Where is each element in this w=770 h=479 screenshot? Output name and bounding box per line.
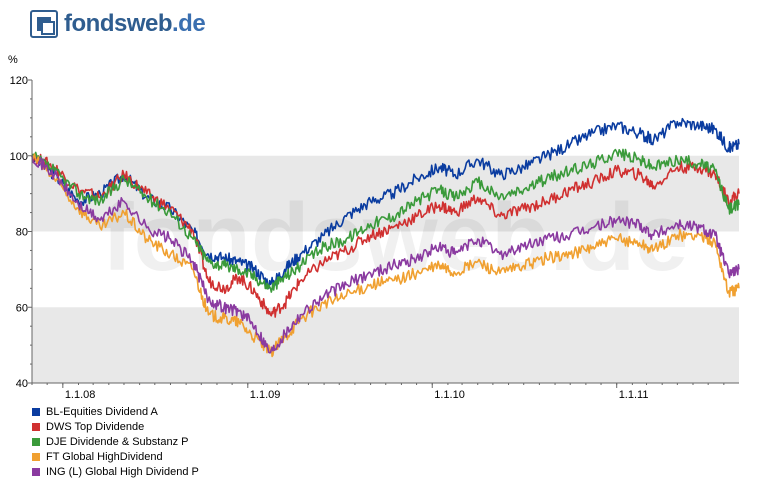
y-tick-label: 120 (10, 75, 28, 87)
performance-chart: fondsweb.de 40 60 80 100 120 1.1.08 1.1.09 1.1.… (8, 54, 740, 400)
series-lines (31, 117, 740, 358)
y-axis-unit: % (8, 54, 18, 66)
legend-swatch (32, 407, 40, 416)
legend-item: DJE Dividende & Substanz P (32, 434, 199, 449)
x-tick-label: 1.1.10 (434, 389, 465, 400)
legend-label: ING (L) Global High Dividend P (46, 465, 199, 478)
legend-swatch (32, 452, 40, 461)
x-tick-label: 1.1.08 (65, 389, 96, 400)
x-tick-label: 1.1.09 (250, 389, 281, 400)
legend-swatch (32, 467, 40, 476)
legend: BL-Equities Dividend A DWS Top Dividende D… (32, 404, 199, 479)
series-line-3 (31, 153, 740, 358)
series-line-1 (31, 153, 740, 318)
grid-band-1 (32, 307, 739, 383)
y-tick-label: 60 (16, 302, 28, 314)
series-line-0 (31, 117, 740, 289)
legend-swatch (32, 422, 40, 431)
axes: 40 60 80 100 120 1.1.08 1.1.09 1.1.10 1.1.11 (10, 75, 739, 400)
legend-item: FT Global HighDividend (32, 449, 199, 464)
legend-item: DWS Top Dividende (32, 419, 199, 434)
logo-brand: fondsweb (64, 10, 173, 37)
y-tick-label: 100 (10, 151, 28, 163)
legend-item: ING (L) Global High Dividend P (32, 464, 199, 479)
fondsweb-logo-icon (30, 10, 58, 38)
x-tick-label: 1.1.11 (619, 389, 649, 400)
logo-tld: .de (172, 10, 206, 37)
legend-label: DWS Top Dividende (46, 420, 145, 433)
y-tick-label: 40 (16, 378, 28, 390)
legend-label: DJE Dividende & Substanz P (46, 435, 189, 448)
legend-label: BL-Equities Dividend A (46, 405, 158, 418)
legend-label: FT Global HighDividend (46, 450, 163, 463)
watermark: fondsweb.de (102, 184, 689, 291)
series-line-2 (31, 148, 740, 293)
logo-text: fondsweb.de (64, 10, 206, 38)
y-tick-label: 80 (16, 227, 28, 239)
legend-swatch (32, 437, 40, 446)
legend-item: BL-Equities Dividend A (32, 404, 199, 419)
fondsweb-logo[interactable]: fondsweb.de (30, 8, 206, 40)
series-line-4 (31, 155, 740, 354)
